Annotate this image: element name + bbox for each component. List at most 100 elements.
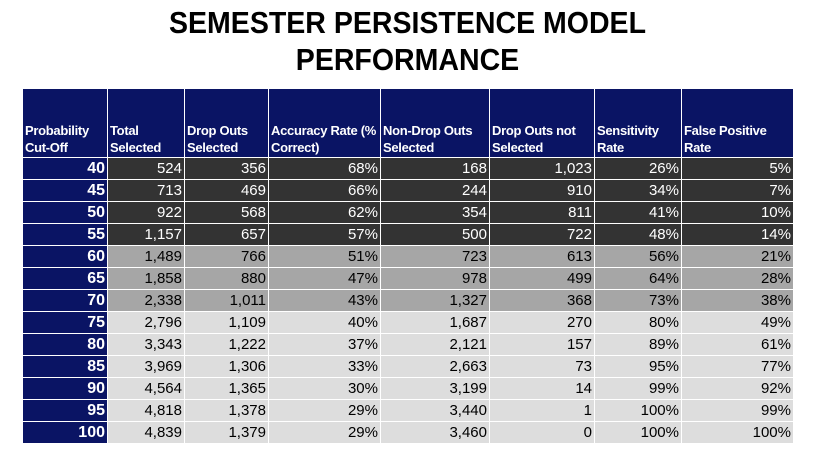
cell-total-selected: 713: [107, 179, 185, 202]
cell-probability-cutoff: 60: [22, 245, 108, 268]
table-row: 40 524 356 68% 168 1,023 26% 5%: [22, 157, 794, 180]
title-line-2: PERFORMANCE: [295, 42, 520, 77]
cell-false-positive-rate: 5%: [681, 157, 794, 180]
cell-total-selected: 2,338: [107, 289, 185, 312]
cell-sensitivity-rate: 80%: [594, 311, 682, 334]
cell-non-drop-outs-selected: 723: [380, 245, 490, 268]
cell-sensitivity-rate: 64%: [594, 267, 682, 290]
cell-non-drop-outs-selected: 244: [380, 179, 490, 202]
cell-total-selected: 4,839: [107, 421, 185, 444]
cell-drop-outs-selected: 1,378: [184, 399, 269, 422]
cell-non-drop-outs-selected: 3,199: [380, 377, 490, 400]
cell-drop-outs-selected: 766: [184, 245, 269, 268]
cell-drop-outs-not-selected: 0: [489, 421, 595, 444]
cell-drop-outs-selected: 1,379: [184, 421, 269, 444]
cell-drop-outs-selected: 356: [184, 157, 269, 180]
cell-drop-outs-not-selected: 722: [489, 223, 595, 246]
cell-non-drop-outs-selected: 3,440: [380, 399, 490, 422]
cell-drop-outs-not-selected: 1,023: [489, 157, 595, 180]
cell-drop-outs-selected: 469: [184, 179, 269, 202]
cell-accuracy-rate: 68%: [268, 157, 381, 180]
cell-sensitivity-rate: 56%: [594, 245, 682, 268]
cell-sensitivity-rate: 100%: [594, 399, 682, 422]
cell-probability-cutoff: 75: [22, 311, 108, 334]
cell-probability-cutoff: 45: [22, 179, 108, 202]
cell-drop-outs-not-selected: 1: [489, 399, 595, 422]
cell-sensitivity-rate: 100%: [594, 421, 682, 444]
cell-false-positive-rate: 28%: [681, 267, 794, 290]
cell-accuracy-rate: 66%: [268, 179, 381, 202]
table-row: 100 4,839 1,379 29% 3,460 0 100% 100%: [22, 421, 794, 444]
cell-drop-outs-selected: 1,222: [184, 333, 269, 356]
cell-probability-cutoff: 40: [22, 157, 108, 180]
table-row: 65 1,858 880 47% 978 499 64% 28%: [22, 267, 794, 290]
cell-false-positive-rate: 10%: [681, 201, 794, 224]
header-sensitivity-rate: Sensitivity Rate: [594, 88, 682, 158]
cell-non-drop-outs-selected: 3,460: [380, 421, 490, 444]
cell-sensitivity-rate: 26%: [594, 157, 682, 180]
cell-probability-cutoff: 90: [22, 377, 108, 400]
cell-drop-outs-selected: 1,011: [184, 289, 269, 312]
cell-sensitivity-rate: 89%: [594, 333, 682, 356]
cell-false-positive-rate: 100%: [681, 421, 794, 444]
cell-probability-cutoff: 55: [22, 223, 108, 246]
cell-non-drop-outs-selected: 354: [380, 201, 490, 224]
cell-probability-cutoff: 85: [22, 355, 108, 378]
table-row: 75 2,796 1,109 40% 1,687 270 80% 49%: [22, 311, 794, 334]
cell-drop-outs-not-selected: 613: [489, 245, 595, 268]
cell-probability-cutoff: 65: [22, 267, 108, 290]
table-row: 50 922 568 62% 354 811 41% 10%: [22, 201, 794, 224]
cell-non-drop-outs-selected: 978: [380, 267, 490, 290]
cell-non-drop-outs-selected: 500: [380, 223, 490, 246]
cell-non-drop-outs-selected: 1,687: [380, 311, 490, 334]
cell-sensitivity-rate: 73%: [594, 289, 682, 312]
cell-drop-outs-selected: 568: [184, 201, 269, 224]
cell-drop-outs-not-selected: 270: [489, 311, 595, 334]
cell-drop-outs-not-selected: 811: [489, 201, 595, 224]
cell-accuracy-rate: 57%: [268, 223, 381, 246]
cell-accuracy-rate: 33%: [268, 355, 381, 378]
cell-sensitivity-rate: 48%: [594, 223, 682, 246]
cell-total-selected: 3,343: [107, 333, 185, 356]
cell-sensitivity-rate: 95%: [594, 355, 682, 378]
cell-total-selected: 3,969: [107, 355, 185, 378]
cell-total-selected: 1,489: [107, 245, 185, 268]
cell-total-selected: 524: [107, 157, 185, 180]
cell-probability-cutoff: 100: [22, 421, 108, 444]
cell-total-selected: 922: [107, 201, 185, 224]
cell-accuracy-rate: 43%: [268, 289, 381, 312]
cell-drop-outs-selected: 1,109: [184, 311, 269, 334]
cell-drop-outs-selected: 1,306: [184, 355, 269, 378]
table-row: 85 3,969 1,306 33% 2,663 73 95% 77%: [22, 355, 794, 378]
cell-sensitivity-rate: 99%: [594, 377, 682, 400]
cell-drop-outs-not-selected: 73: [489, 355, 595, 378]
table-body: 40 524 356 68% 168 1,023 26% 5% 45 713 469 66% 244 91…: [22, 157, 794, 444]
table-row: 95 4,818 1,378 29% 3,440 1 100% 99%: [22, 399, 794, 422]
cell-false-positive-rate: 14%: [681, 223, 794, 246]
cell-non-drop-outs-selected: 2,121: [380, 333, 490, 356]
header-false-positive-rate: False Positive Rate: [681, 88, 794, 158]
cell-accuracy-rate: 37%: [268, 333, 381, 356]
cell-false-positive-rate: 7%: [681, 179, 794, 202]
cell-non-drop-outs-selected: 168: [380, 157, 490, 180]
cell-accuracy-rate: 62%: [268, 201, 381, 224]
table-row: 45 713 469 66% 244 910 34% 7%: [22, 179, 794, 202]
table-row: 60 1,489 766 51% 723 613 56% 21%: [22, 245, 794, 268]
header-total-selected: Total Selected: [107, 88, 185, 158]
header-non-drop-outs-selected: Non-Drop Outs Selected: [380, 88, 490, 158]
cell-probability-cutoff: 50: [22, 201, 108, 224]
cell-drop-outs-selected: 657: [184, 223, 269, 246]
cell-total-selected: 1,858: [107, 267, 185, 290]
cell-non-drop-outs-selected: 1,327: [380, 289, 490, 312]
title-line-1: SEMESTER PERSISTENCE MODEL: [169, 5, 646, 40]
cell-accuracy-rate: 51%: [268, 245, 381, 268]
cell-drop-outs-not-selected: 499: [489, 267, 595, 290]
cell-probability-cutoff: 70: [22, 289, 108, 312]
page-title: SEMESTER PERSISTENCE MODEL PERFORMANCE: [33, 4, 783, 78]
header-accuracy-rate: Accuracy Rate (% Correct): [268, 88, 381, 158]
cell-probability-cutoff: 80: [22, 333, 108, 356]
header-drop-outs-selected: Drop Outs Selected: [184, 88, 269, 158]
cell-drop-outs-not-selected: 910: [489, 179, 595, 202]
table-row: 80 3,343 1,222 37% 2,121 157 89% 61%: [22, 333, 794, 356]
table-row: 70 2,338 1,011 43% 1,327 368 73% 38%: [22, 289, 794, 312]
